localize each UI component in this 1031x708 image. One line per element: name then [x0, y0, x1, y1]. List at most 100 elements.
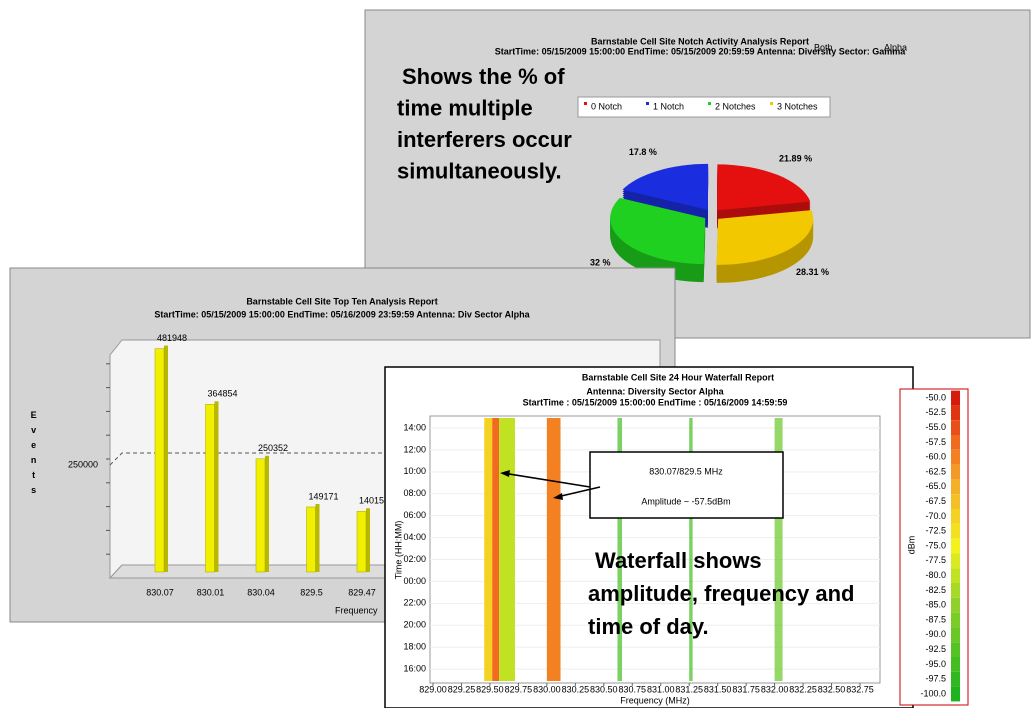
annotation: interferers occur: [397, 127, 572, 152]
y-tick-label: 20:00: [403, 620, 426, 630]
bar: [155, 349, 164, 572]
colorbar-cell: [951, 524, 960, 539]
colorbar-tick-label: -82.5: [925, 585, 946, 595]
colorbar-tick-label: -70.0: [925, 511, 946, 521]
legend-label: 2 Notches: [715, 101, 756, 111]
bar: [307, 507, 316, 572]
bar: [256, 459, 265, 572]
x-tick-label: 830.07: [146, 587, 174, 597]
y-tick-label: 16:00: [403, 663, 426, 673]
x-tick-label: 830.25: [562, 684, 590, 694]
value-label: 32 %: [590, 257, 611, 267]
colorbar-cell: [951, 583, 960, 598]
x-tick-label: 830.75: [619, 684, 647, 694]
y-tick-label: 04:00: [403, 532, 426, 542]
y-tick-label: 02:00: [403, 554, 426, 564]
waterfall-column: [499, 418, 515, 681]
y-axis-label: Events: [29, 410, 39, 500]
colorbar-tick-label: -52.5: [925, 407, 946, 417]
colorbar-tick-label: -75.0: [925, 540, 946, 550]
legend-label: 0 Notch: [591, 101, 622, 111]
annotation: simultaneously.: [397, 158, 562, 183]
x-tick-label: 829.00: [419, 684, 447, 694]
colorbar-tick-label: -87.5: [925, 614, 946, 624]
colorbar-cell: [951, 435, 960, 450]
colorbar-cell: [951, 509, 960, 524]
annotation-box-text: Amplitude ~ -57.5dBm: [641, 496, 730, 506]
y-tick-label: 06:00: [403, 510, 426, 520]
annotation: Waterfall shows: [595, 548, 762, 573]
annotation: amplitude, frequency and: [588, 581, 855, 606]
colorbar-tick-label: -90.0: [925, 629, 946, 639]
x-tick-label: 831.25: [675, 684, 703, 694]
colorbar-cell: [951, 642, 960, 657]
value-label: 17.8 %: [629, 147, 657, 157]
y-tick-label: 12:00: [403, 444, 426, 454]
colorbar-cell: [951, 539, 960, 554]
colorbar-cell: [951, 479, 960, 494]
annotation: Shows the % of: [402, 64, 565, 89]
value-label: 21.89 %: [779, 153, 812, 163]
colorbar-tick-label: -62.5: [925, 466, 946, 476]
annotation-box: [590, 452, 783, 518]
y-tick-label: 08:00: [403, 488, 426, 498]
y-tick-label: 00:00: [403, 576, 426, 586]
x-tick-label: 831.50: [704, 684, 732, 694]
legend-label: 3 Notches: [777, 101, 818, 111]
colorbar-tick-label: -57.5: [925, 437, 946, 447]
colorbar-cell: [951, 687, 960, 702]
x-tick-label: 832.50: [818, 684, 846, 694]
bar-side: [316, 504, 320, 572]
chart-subtitle: StartTime : 05/15/2009 15:00:00 EndTime …: [523, 397, 788, 407]
x-tick-label: 829.25: [448, 684, 476, 694]
x-tick-label: 830.04: [247, 587, 275, 597]
bar-side: [164, 346, 168, 572]
waterfall-panel: Barnstable Cell Site 24 Hour Waterfall R…: [385, 367, 968, 708]
bar: [206, 404, 215, 572]
colorbar-tick-label: -77.5: [925, 555, 946, 565]
chart-title: Barnstable Cell Site 24 Hour Waterfall R…: [582, 372, 774, 382]
chart-title: Barnstable Cell Site Top Ten Analysis Re…: [246, 296, 437, 306]
colorbar-tick-label: -50.0: [925, 392, 946, 402]
colorbar-tick-label: -60.0: [925, 452, 946, 462]
value-label: 28.31 %: [796, 267, 829, 277]
waterfall-column: [484, 418, 492, 681]
x-tick-label: 832.00: [761, 684, 789, 694]
colorbar-cell: [951, 657, 960, 672]
colorbar-cell: [951, 465, 960, 480]
y-tick-label: 10:00: [403, 466, 426, 476]
x-tick-label: 829.75: [505, 684, 533, 694]
waterfall-column: [492, 418, 499, 681]
colorbar-tick-label: -72.5: [925, 526, 946, 536]
y-tick-label: 14:00: [403, 422, 426, 432]
x-tick-label: 829.5: [300, 587, 323, 597]
bar-side: [265, 456, 269, 572]
x-tick-label: 830.01: [197, 587, 225, 597]
legend-swatch: [646, 102, 649, 105]
colorbar-cell: [951, 598, 960, 613]
x-tick-label: 831.75: [732, 684, 760, 694]
x-tick-label: 832.25: [789, 684, 817, 694]
chart-subtitle: Antenna: Diversity Sector Alpha: [586, 386, 724, 396]
value-label: 149171: [309, 491, 339, 501]
annotation-box-text: 830.07/829.5 MHz: [649, 466, 723, 476]
x-tick-label: 831.00: [647, 684, 675, 694]
colorbar-tick-label: -67.5: [925, 496, 946, 506]
colorbar-cell: [951, 627, 960, 642]
chart-title: Barnstable Cell Site Notch Activity Anal…: [591, 36, 809, 46]
annotation: time multiple: [397, 95, 533, 120]
colorbar-tick-label: -65.0: [925, 481, 946, 491]
colorbar-cell: [951, 450, 960, 465]
annotation: time of day.: [588, 614, 709, 639]
colorbar-cell: [951, 420, 960, 435]
value-label: 250352: [258, 443, 288, 453]
colorbar-label: dBm: [906, 536, 916, 555]
x-axis-label: Frequency: [335, 605, 378, 615]
y-tick-label: 18:00: [403, 642, 426, 652]
legend-swatch: [584, 102, 587, 105]
y-tick-label: 22:00: [403, 598, 426, 608]
value-label: 481948: [157, 333, 187, 343]
colorbar-cell: [951, 613, 960, 628]
x-tick-label: 829.50: [476, 684, 504, 694]
colorbar-cell: [951, 405, 960, 420]
